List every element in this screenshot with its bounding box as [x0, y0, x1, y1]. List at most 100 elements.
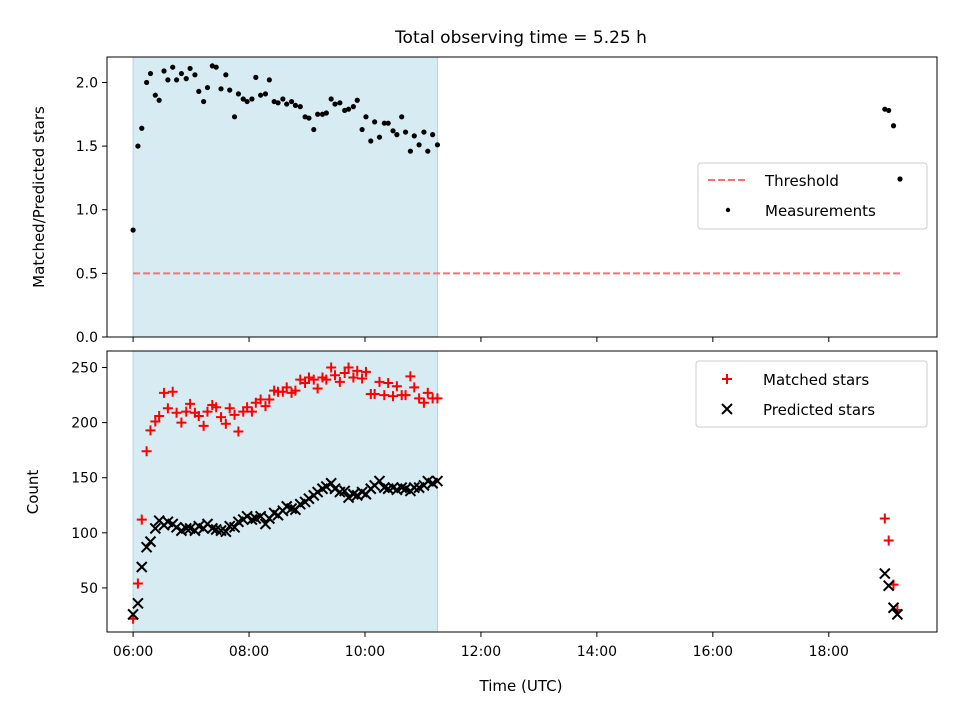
top-measurements-point: [890, 123, 897, 129]
legend-predicted-label: Predicted stars: [763, 401, 875, 419]
bottom-matched-stars-point: [422, 387, 433, 398]
top-measurements-point: [262, 91, 269, 97]
bottom-matched-stars-point: [132, 578, 143, 589]
top-measurements-point: [275, 100, 281, 106]
bottom-matched-stars-point: [326, 362, 337, 373]
legend-measurements-label: Measurements: [765, 202, 876, 220]
top-measurements-point: [161, 68, 167, 74]
bottom-panel-counts: 50 100 150 200 250 06:00 08:00 10:00 12:00 14:00 1…: [71, 350, 938, 660]
top-measurements-point: [328, 96, 334, 102]
top-measurements-point: [385, 120, 391, 126]
top-measurements-point: [240, 96, 246, 102]
bottom-predicted-stars-point: [149, 522, 162, 535]
top-measurements-point: [434, 142, 441, 148]
bottom-matched-stars-point: [260, 401, 271, 412]
bottom-matched-stars-point: [400, 390, 411, 401]
bottom-matched-stars-point: [374, 376, 385, 387]
legend-matched-label: Matched stars: [763, 371, 869, 389]
bottom-predicted-stars-point: [338, 485, 351, 497]
top-measurements-point: [411, 133, 417, 139]
x-tick-label: 08:00: [229, 644, 269, 660]
top-measurements-point: [421, 129, 427, 135]
bottom-matched-stars-point: [181, 406, 192, 417]
bottom-predicted-stars-point: [325, 477, 337, 489]
top-legend: Threshold Measurements: [697, 162, 928, 230]
legend-threshold-label: Threshold: [764, 172, 839, 190]
bottom-matched-stars-point: [211, 402, 222, 413]
bottom-matched-stars-point: [383, 377, 394, 388]
legend-frame: [695, 360, 928, 428]
top-measurements-point: [266, 77, 272, 83]
bottom-matched-stars-point: [281, 382, 292, 393]
bottom-matched-stars-point: [136, 514, 147, 525]
top-measurements-point: [306, 115, 312, 121]
bottom-matched-stars-point: [141, 446, 152, 457]
bottom-y-tick-label: 100: [71, 526, 98, 542]
bottom-matched-stars-point: [167, 386, 178, 397]
bottom-matched-stars-point: [233, 426, 244, 437]
bottom-matched-stars-point: [432, 393, 443, 404]
bottom-matched-stars-point: [290, 385, 301, 396]
bottom-predicted-stars-point: [882, 580, 895, 592]
top-measurements-point: [368, 138, 374, 144]
top-measurements-point: [372, 119, 378, 125]
top-measurements-point: [430, 132, 436, 138]
top-measurements-point: [354, 97, 360, 103]
bottom-predicted-stars-point: [136, 561, 148, 573]
top-measurements-point: [192, 72, 198, 78]
top-measurements-point: [288, 98, 295, 105]
bottom-predicted-stars-point: [311, 486, 324, 498]
top-measurements-point: [399, 114, 405, 120]
bottom-matched-stars-point: [379, 390, 390, 401]
bottom-matched-stars-point: [224, 403, 235, 414]
top-measurements-point: [253, 74, 259, 80]
bottom-matched-stars-point: [883, 535, 894, 546]
chart-title: Total observing time = 5.25 h: [394, 28, 647, 48]
bottom-matched-stars-point: [391, 381, 402, 392]
bottom-y-tick-label: 250: [71, 361, 98, 377]
bottom-matched-stars-point: [229, 409, 240, 420]
top-y-tick-label: 0.0: [76, 330, 98, 346]
bottom-matched-stars-point: [246, 406, 257, 417]
top-measurements-point: [363, 114, 369, 120]
top-y-tick-label: 2.0: [76, 75, 98, 91]
bottom-predicted-stars-point: [132, 597, 144, 610]
x-tick-label: 06:00: [113, 644, 153, 660]
bottom-matched-stars-point: [879, 513, 890, 524]
bottom-matched-stars-point: [154, 411, 165, 422]
top-measurements-point: [381, 120, 387, 126]
top-measurements-point: [227, 87, 233, 93]
bottom-matched-stars-point: [418, 397, 429, 408]
bottom-predicted-stars-point: [320, 480, 333, 493]
top-measurements-point: [218, 86, 224, 92]
bottom-matched-stars-point: [216, 412, 227, 423]
x-tick-label: 16:00: [693, 644, 733, 660]
x-tick-label: 12:00: [461, 644, 501, 660]
legend-threshold-marker: [897, 176, 903, 182]
top-measurements-point: [235, 91, 242, 97]
top-measurements-point: [376, 134, 383, 140]
top-measurements-point: [359, 126, 365, 133]
bottom-y-axis-label: Count: [24, 470, 42, 515]
top-measurements-point: [284, 101, 290, 107]
bottom-y-tick-label: 200: [71, 416, 98, 432]
bottom-predicted-stars-point: [303, 492, 315, 505]
bottom-legend: Matched stars Predicted stars: [695, 360, 928, 428]
bottom-matched-stars-point: [171, 407, 182, 418]
top-measurements-point: [139, 125, 145, 131]
top-measurements-point: [244, 98, 250, 105]
x-tick-label: 14:00: [577, 644, 617, 660]
bottom-matched-stars-point: [264, 394, 275, 405]
top-measurements-point: [156, 97, 162, 103]
bottom-predicted-stars-point: [127, 608, 139, 621]
x-tick-label: 18:00: [809, 644, 849, 660]
bottom-matched-stars-point: [339, 368, 350, 379]
top-y-axis-label: Matched/Predicted stars: [30, 106, 48, 288]
bottom-matched-stars-point: [352, 365, 363, 376]
top-measurements-point: [196, 88, 202, 94]
top-measurements-point: [147, 70, 154, 77]
bottom-matched-stars-point: [242, 402, 253, 413]
top-measurements-point: [407, 148, 413, 154]
legend-predicted-swatch: [721, 403, 733, 415]
